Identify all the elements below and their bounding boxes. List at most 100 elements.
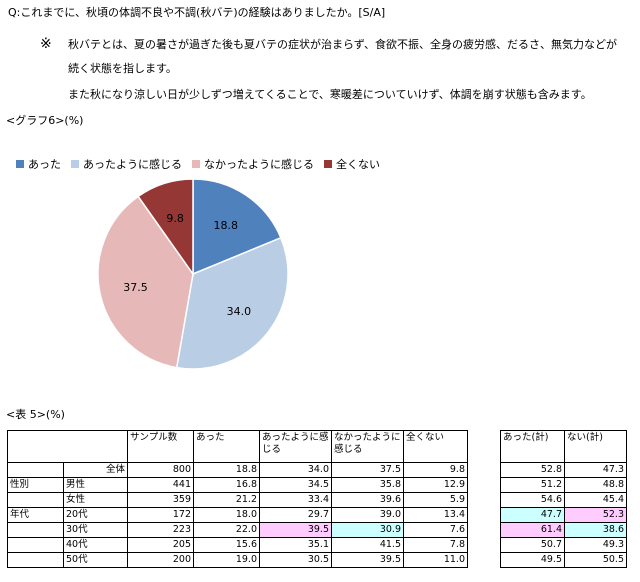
- pie-value-label: 37.5: [123, 281, 148, 294]
- value-cell: 5.9: [403, 492, 468, 508]
- chart-legend: あった あったように感じる なかったように感じる 全くない: [16, 156, 380, 172]
- value-cell: 13.4: [403, 507, 468, 523]
- value-cell: 34.5: [259, 477, 332, 493]
- summary-value-cell: 49.5: [500, 552, 565, 568]
- results-table: サンプル数 あった あったように感じる なかったように感じる 全くない 全体 80…: [7, 430, 468, 568]
- value-cell: 15.6: [193, 537, 260, 553]
- table-row: 全体 800 18.8 34.0 37.5 9.8: [7, 462, 468, 478]
- summary-value-cell: 45.4: [564, 492, 627, 508]
- legend-swatch: [324, 160, 332, 168]
- row-label-cell: 50代: [63, 552, 128, 568]
- value-cell: 9.8: [403, 462, 468, 478]
- group-cell: 年代: [7, 507, 64, 523]
- pie-slice-atta: [192, 178, 282, 276]
- row-label-cell: 40代: [63, 537, 128, 553]
- summary-value-cell: 38.6: [564, 522, 627, 538]
- summary-value-cell: 49.3: [564, 537, 627, 553]
- sample-size-cell: 223: [127, 522, 194, 538]
- value-cell: 11.0: [403, 552, 468, 568]
- sample-size-cell: 200: [127, 552, 194, 568]
- value-cell: 19.0: [193, 552, 260, 568]
- legend-swatch: [71, 160, 79, 168]
- value-cell: 34.0: [259, 462, 332, 478]
- pie-value-label: 18.8: [214, 219, 239, 232]
- group-cell: [7, 537, 64, 553]
- table-row: 女性 359 21.2 33.4 39.6 5.9: [7, 492, 468, 508]
- value-cell: 33.4: [259, 492, 332, 508]
- value-cell: 39.5: [331, 552, 404, 568]
- value-cell: 35.8: [331, 477, 404, 493]
- value-cell: 7.6: [403, 522, 468, 538]
- legend-label: 全くない: [336, 158, 380, 171]
- pie-slice-mattaku-nai: [137, 178, 194, 277]
- group-cell: [7, 462, 64, 478]
- summary-row: 51.2 48.8: [500, 477, 627, 493]
- table-label: <表 5>(%): [6, 408, 65, 421]
- summary-value-cell: 47.3: [564, 462, 627, 478]
- note-mark: ※: [40, 36, 52, 52]
- summary-value-cell: 52.8: [500, 462, 565, 478]
- legend-item: あったように感じる: [71, 156, 182, 172]
- pie-value-label: 34.0: [227, 305, 252, 318]
- value-cell: 41.5: [331, 537, 404, 553]
- legend-item: なかったように感じる: [192, 156, 314, 172]
- summary-row: 49.5 50.5: [500, 552, 627, 568]
- header-cell: なかったように感じる: [331, 430, 404, 463]
- sample-size-cell: 359: [127, 492, 194, 508]
- value-cell: 30.5: [259, 552, 332, 568]
- legend-swatch: [192, 160, 200, 168]
- group-cell: [7, 492, 64, 508]
- value-cell: 22.0: [193, 522, 260, 538]
- note-line-1: 秋バテとは、夏の暑さが過ぎた後も夏バテの症状が治まらず、食欲不振、全身の疲労感、…: [68, 38, 618, 51]
- summary-row: 50.7 49.3: [500, 537, 627, 553]
- legend-label: あった: [28, 158, 61, 171]
- value-cell: 18.8: [193, 462, 260, 478]
- group-cell: [7, 552, 64, 568]
- value-cell: 39.6: [331, 492, 404, 508]
- value-cell: 39.0: [331, 507, 404, 523]
- summary-row: 52.8 47.3: [500, 462, 627, 478]
- table-row: 性別 男性 441 16.8 34.5 35.8 12.9: [7, 477, 468, 493]
- pie-value-label: 9.8: [166, 212, 184, 225]
- summary-header-row: あった(計) ない(計): [500, 430, 627, 463]
- value-cell: 35.1: [259, 537, 332, 553]
- table-row: 年代 20代 172 18.0 29.7 39.0 13.4: [7, 507, 468, 523]
- legend-item: あった: [16, 156, 61, 172]
- group-cell: 性別: [7, 477, 64, 493]
- group-cell: [7, 522, 64, 538]
- value-cell: 12.9: [403, 477, 468, 493]
- summary-value-cell: 48.8: [564, 477, 627, 493]
- value-cell: 37.5: [331, 462, 404, 478]
- table-row: 30代 223 22.0 39.5 30.9 7.6: [7, 522, 468, 538]
- pie-chart: 18.8 34.0 37.5 9.8: [97, 178, 289, 370]
- header-cell: サンプル数: [127, 430, 194, 463]
- note-line-2: 続く状態を指します。: [68, 62, 177, 75]
- summary-table: あった(計) ない(計) 52.8 47.3 51.2 48.8 54.6 45.4 47.…: [500, 430, 627, 568]
- table-corner: [7, 430, 128, 463]
- value-cell: 18.0: [193, 507, 260, 523]
- summary-value-cell: 52.3: [564, 507, 627, 523]
- header-cell: あったように感じる: [259, 430, 332, 463]
- value-cell: 29.7: [259, 507, 332, 523]
- row-label-cell: 女性: [63, 492, 128, 508]
- value-cell: 7.8: [403, 537, 468, 553]
- header-cell: あった: [193, 430, 260, 463]
- legend-swatch: [16, 160, 24, 168]
- summary-value-cell: 61.4: [500, 522, 565, 538]
- summary-row: 61.4 38.6: [500, 522, 627, 538]
- row-label-cell: 男性: [63, 477, 128, 493]
- legend-item: 全くない: [324, 156, 380, 172]
- pie-slice-atta-you-ni-kanjiru: [175, 236, 289, 370]
- legend-label: あったように感じる: [83, 158, 182, 171]
- note-line-3: また秋になり涼しい日が少しずつ増えてくることで、寒暖差についていけず、体調を崩す…: [68, 88, 592, 101]
- question-text: Q:これまでに、秋頃の体調不良や不調(秋バテ)の経験はありましたか。[S/A]: [8, 6, 386, 19]
- summary-value-cell: 50.5: [564, 552, 627, 568]
- table-header-row: サンプル数 あった あったように感じる なかったように感じる 全くない: [7, 430, 468, 463]
- sample-size-cell: 441: [127, 477, 194, 493]
- summary-row: 54.6 45.4: [500, 492, 627, 508]
- row-label-cell: 30代: [63, 522, 128, 538]
- table-row: 50代 200 19.0 30.5 39.5 11.0: [7, 552, 468, 568]
- row-label-cell: 全体: [63, 462, 128, 478]
- graph-label: <グラフ6>(%): [6, 114, 84, 127]
- summary-header-cell: ない(計): [564, 430, 627, 463]
